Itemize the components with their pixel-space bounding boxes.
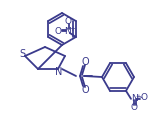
Text: O: O: [81, 57, 89, 67]
Text: +: +: [136, 94, 142, 100]
Text: -: -: [140, 93, 142, 102]
Text: O: O: [131, 103, 138, 112]
Text: S: S: [19, 49, 25, 59]
Text: O: O: [141, 93, 148, 102]
Text: O: O: [54, 27, 61, 36]
Text: -: -: [71, 16, 74, 25]
Text: O: O: [81, 85, 89, 95]
Text: +: +: [69, 26, 75, 32]
Text: N: N: [131, 94, 137, 103]
Text: N: N: [65, 27, 71, 36]
Text: N: N: [55, 67, 63, 77]
Text: O: O: [64, 18, 71, 27]
